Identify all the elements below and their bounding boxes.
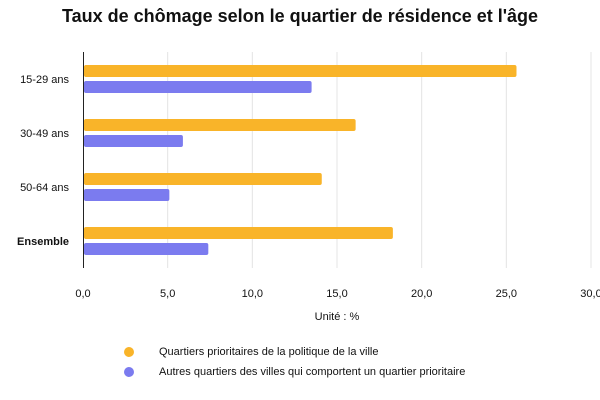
- x-tick-label: 5,0: [160, 288, 175, 300]
- x-tick-label: 0,0: [75, 288, 90, 300]
- bars: [84, 65, 517, 255]
- bar-series-1-ensemble[interactable]: [84, 243, 209, 255]
- bar-series-0-50-64-ans[interactable]: [84, 173, 322, 185]
- legend-marker-series-0: [124, 347, 134, 357]
- bar-series-0-ensemble[interactable]: [84, 227, 393, 239]
- legend: Quartiers prioritaires de la politique d…: [124, 342, 465, 382]
- category-label: 30-49 ans: [20, 128, 69, 140]
- bar-series-0-15-29-ans[interactable]: [84, 65, 517, 77]
- bar-series-1-30-49-ans[interactable]: [84, 135, 183, 147]
- bar-series-1-50-64-ans[interactable]: [84, 189, 170, 201]
- legend-label-series-0: Quartiers prioritaires de la politique d…: [159, 346, 379, 358]
- x-tick-label: 10,0: [242, 288, 263, 300]
- bar-series-0-30-49-ans[interactable]: [84, 119, 356, 131]
- chart-title: Taux de chômage selon le quartier de rés…: [61, 6, 539, 26]
- x-axis-title: Unité : %: [315, 311, 360, 323]
- x-tick-labels: 0,0 5,0 10,0 15,0 20,0 25,0 30,0: [75, 288, 600, 300]
- legend-marker-series-1: [124, 367, 134, 377]
- x-tick-label: 20,0: [411, 288, 432, 300]
- category-label: Ensemble: [17, 236, 69, 248]
- category-label: 15-29 ans: [20, 74, 69, 86]
- x-tick-label: 30,0: [580, 288, 600, 300]
- category-labels: 15-29 ans 30-49 ans 50-64 ans Ensemble: [17, 74, 69, 248]
- legend-item-series-1[interactable]: Autres quartiers des villes qui comporte…: [124, 362, 465, 382]
- x-tick-label: 15,0: [326, 288, 347, 300]
- legend-item-series-0[interactable]: Quartiers prioritaires de la politique d…: [124, 342, 465, 362]
- legend-label-series-1: Autres quartiers des villes qui comporte…: [159, 366, 466, 378]
- bar-series-1-15-29-ans[interactable]: [84, 81, 312, 93]
- category-label: 50-64 ans: [20, 182, 69, 194]
- x-tick-label: 25,0: [496, 288, 517, 300]
